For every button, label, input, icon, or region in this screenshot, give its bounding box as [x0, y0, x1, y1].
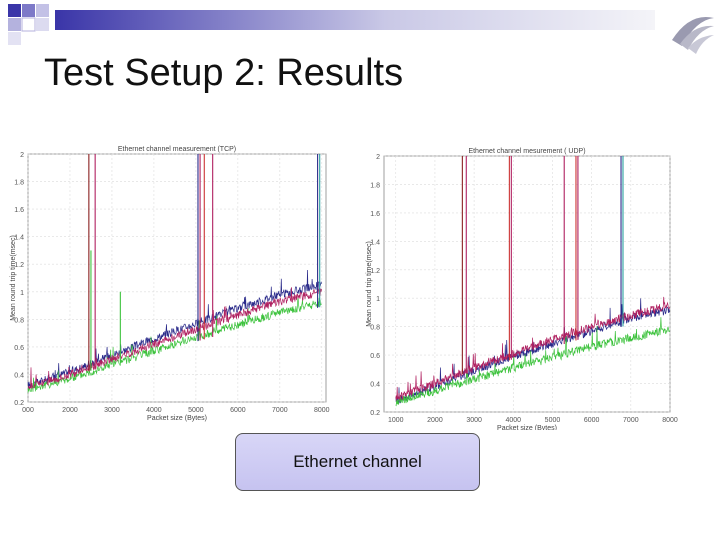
y-tick-label: 1.4 [14, 235, 24, 242]
series-line [27, 269, 322, 389]
slide-title: Test Setup 2: Results [44, 52, 404, 94]
y-tick-label: 1.8 [370, 182, 380, 189]
header-bar [8, 4, 655, 45]
x-tick-label: 7000 [623, 417, 639, 424]
y-tick-label: 1.2 [370, 268, 380, 275]
y-axis-label: Mean round trip time(msec) [366, 241, 373, 327]
y-tick-label: 1 [376, 296, 380, 303]
caption-text: Ethernet channel [293, 452, 422, 471]
x-tick-label: 3000 [466, 417, 482, 424]
x-tick-label: 6000 [584, 417, 600, 424]
y-tick-label: 1.4 [370, 239, 380, 246]
caption-box: Ethernet channel [235, 433, 480, 491]
x-tick-label: 6000 [230, 407, 246, 414]
y-tick-label: 1.2 [14, 262, 24, 269]
y-tick-label: 1.6 [14, 207, 24, 214]
chart-title: Ethernet channel mesurement ( UDP) [468, 148, 585, 155]
wing-swoosh-icon [672, 16, 714, 54]
x-axis-label: Packet size (Bytes) [147, 415, 207, 422]
y-axis-label: Mean round trip time(msec) [10, 235, 17, 321]
x-tick-label: 2000 [62, 407, 78, 414]
y-tick-label: 0.8 [370, 325, 380, 332]
series-line [395, 296, 671, 401]
x-tick-label: 4000 [146, 407, 162, 414]
series-line [395, 317, 671, 407]
plot-area [383, 155, 671, 413]
y-tick-label: 0.8 [14, 317, 24, 324]
y-tick-label: 0.2 [370, 410, 380, 417]
x-tick-label: 8000 [662, 417, 678, 424]
series-line [27, 295, 322, 393]
x-tick-label: 5000 [545, 417, 561, 424]
y-tick-label: 0.4 [370, 382, 380, 389]
header-gradient-bar [55, 10, 655, 30]
y-tick-label: 1 [20, 290, 24, 297]
y-tick-label: 1.6 [370, 211, 380, 218]
x-tick-label: 8000 [314, 407, 330, 414]
y-tick-label: 0.2 [14, 400, 24, 407]
udp-chart: 0.2 0.4 0.6 0.8 1 1.2 1.4 1.6 1.8 2 1000 2000 3000 40… [366, 148, 678, 430]
x-tick-label: 4000 [505, 417, 521, 424]
x-tick-label: 1000 [388, 417, 404, 424]
x-axis-label: Packet size (Bytes) [497, 425, 557, 430]
chart-title: Ethernet channel measurement (TCP) [118, 146, 236, 153]
y-tick-label: 2 [376, 154, 380, 161]
x-tick-label: 2000 [427, 417, 443, 424]
x-tick-label: 3000 [104, 407, 120, 414]
header-squares [8, 4, 49, 45]
y-tick-label: 1.8 [14, 180, 24, 187]
y-tick-label: 0.6 [370, 353, 380, 360]
x-tick-label: 7000 [272, 407, 288, 414]
y-tick-label: 0.4 [14, 372, 24, 379]
y-tick-label: 2 [20, 152, 24, 159]
y-tick-label: 0.6 [14, 345, 24, 352]
plot-area [27, 153, 327, 403]
x-tick-label: 5000 [188, 407, 204, 414]
series-line [27, 287, 322, 390]
x-tick-label: 000 [22, 407, 34, 414]
